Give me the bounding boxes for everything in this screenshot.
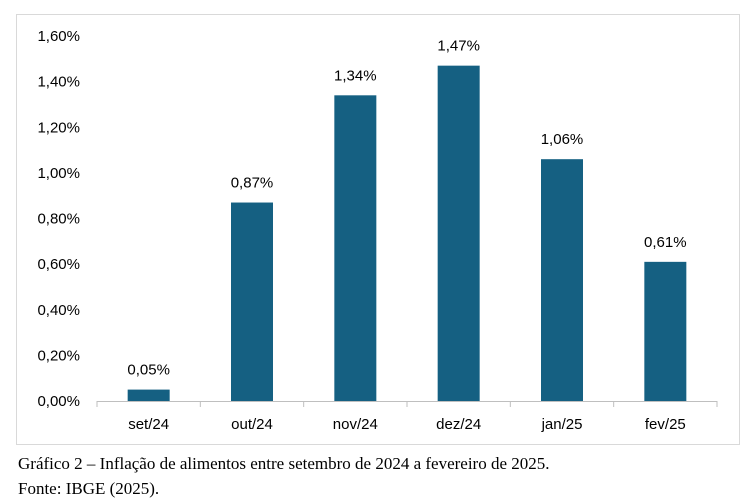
bar-dez-24 (437, 65, 480, 401)
data-label: 1,34% (334, 67, 377, 84)
x-tick-label: dez/24 (436, 416, 481, 433)
data-label: 1,47% (437, 38, 480, 55)
x-tick-label: set/24 (128, 416, 169, 433)
bar-chart: 0,00% 0,20% 0,40% 0,60% 0,80% 1,00% 1,20% 1,40%… (37, 28, 718, 433)
bar-jan-25 (541, 159, 583, 401)
x-tick-label: out/24 (231, 416, 273, 433)
y-tick-label: 0,40% (37, 302, 80, 319)
data-label: 0,87% (231, 175, 274, 192)
y-tick-label: 1,40% (37, 74, 80, 91)
bar-fev-25 (644, 261, 687, 401)
y-tick-label: 1,60% (37, 28, 80, 45)
y-axis: 0,00% 0,20% 0,40% 0,60% 0,80% 1,00% 1,20% 1,40%… (37, 28, 80, 410)
bars (127, 65, 687, 401)
data-labels: 0,05% 0,87% 1,34% 1,47% 1,06% 0,61% (127, 38, 686, 379)
y-tick-label: 1,00% (37, 165, 80, 182)
bar-set-24 (127, 389, 170, 401)
y-tick-label: 0,60% (37, 256, 80, 273)
data-label: 0,61% (644, 234, 687, 251)
bar-nov-24 (334, 95, 377, 401)
x-tick-label: jan/25 (541, 416, 583, 433)
data-label: 0,05% (127, 362, 170, 379)
data-label: 1,06% (541, 131, 584, 148)
figure-source: Fonte: IBGE (2025). (18, 479, 160, 498)
y-tick-label: 0,20% (37, 347, 80, 364)
y-tick-label: 0,80% (37, 211, 80, 228)
y-tick-label: 0,00% (37, 393, 80, 410)
x-tick-label: nov/24 (333, 416, 378, 433)
chart-frame (16, 14, 740, 445)
figure-caption: Gráfico 2 – Inflação de alimentos entre … (18, 454, 550, 473)
bar-out-24 (231, 202, 273, 401)
y-tick-label: 1,20% (37, 119, 80, 136)
x-tick-label: fev/25 (645, 416, 686, 433)
x-axis: set/24 out/24 nov/24 dez/24 jan/25 fev/25 (96, 401, 718, 433)
